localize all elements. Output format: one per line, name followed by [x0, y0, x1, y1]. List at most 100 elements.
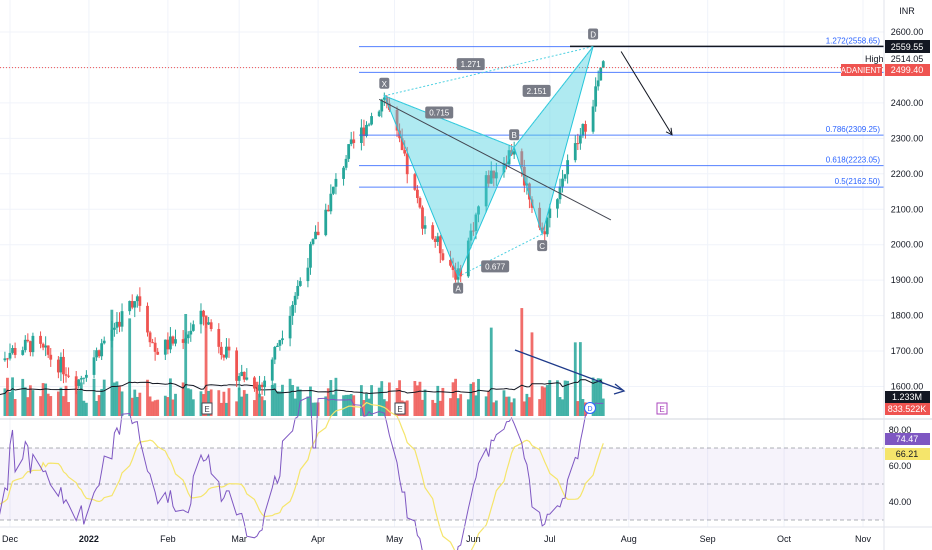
rsi-ma-last-value: 66.21: [896, 449, 919, 459]
candle-body: [334, 178, 338, 187]
candle-body: [130, 301, 134, 308]
high-value: 2514.05: [891, 54, 924, 64]
volume-bar: [189, 389, 193, 416]
volume-bar: [8, 392, 12, 416]
volume-bar: [237, 387, 241, 416]
candle-body: [387, 103, 391, 110]
candle-body: [382, 97, 386, 100]
candle-body: [151, 342, 154, 344]
candle-body: [347, 144, 351, 159]
price-tick-label: 2100.00: [891, 204, 924, 214]
candle-body: [288, 315, 292, 339]
candle-body: [171, 336, 175, 344]
candle-body: [293, 295, 297, 305]
fib-level-label: 0.786(2309.25): [826, 125, 881, 134]
volume-bar: [59, 387, 63, 416]
pattern-ratio-label: 1.271: [461, 60, 482, 69]
rsi-tick-label: 40.00: [889, 497, 912, 507]
candle-body: [512, 151, 516, 155]
volume-bar: [512, 398, 516, 416]
candle-body: [367, 124, 371, 126]
volume-bar: [456, 398, 460, 416]
volume-bar: [601, 398, 605, 416]
pattern-point-label: B: [511, 131, 516, 140]
volume-bar: [365, 393, 368, 416]
candle-body: [219, 346, 223, 356]
time-tick-label: Apr: [311, 534, 325, 544]
candle-body: [298, 281, 302, 286]
volume-bar: [316, 402, 320, 416]
volume-bar: [329, 380, 333, 416]
candle-body: [507, 150, 511, 165]
candle-body: [8, 352, 12, 359]
earnings-marker-label: E: [397, 405, 402, 414]
price-tick-label: 2300.00: [891, 133, 924, 143]
dividend-marker: [584, 402, 596, 414]
high-price-badge: 2559.55: [885, 40, 930, 53]
time-tick-label: Jul: [544, 534, 556, 544]
candle-body: [49, 354, 53, 360]
volume-bar: [431, 399, 435, 416]
volume-badges: 1.233M 833.522K: [885, 391, 930, 415]
price-tick-label: 1800.00: [891, 311, 924, 321]
earnings-marker: [656, 402, 668, 415]
candle-body: [492, 170, 496, 179]
pattern-point-label: D: [590, 31, 596, 40]
volume-bar: [558, 397, 562, 416]
candle-body: [591, 106, 595, 132]
volume-bar: [474, 395, 478, 416]
volume-bar: [538, 399, 542, 416]
harmonic-pattern: X A B C D 0.715 0.677 2.151 1.271: [379, 28, 599, 294]
volume-bar: [130, 397, 134, 416]
volume-bar: [219, 402, 223, 416]
candle-body: [240, 371, 244, 377]
candle-body: [454, 270, 457, 280]
time-axis[interactable]: Dec 2022 Feb Mar Apr May Jun Jul Aug Sep Oct Nov: [2, 534, 872, 544]
volume-last-value: 1.233M: [892, 392, 922, 402]
volume-bar: [573, 342, 577, 416]
last-price-badge: ADANIENT 2499.40: [841, 64, 930, 76]
volume-bar: [334, 377, 338, 416]
currency-label: INR: [899, 6, 915, 16]
candle-body: [174, 339, 177, 344]
candle-body: [528, 183, 531, 200]
price-tick-label: 2400.00: [891, 98, 924, 108]
volume-bar: [405, 400, 409, 416]
candle-body: [245, 377, 249, 380]
candle-body: [79, 378, 83, 380]
volume-bar: [74, 381, 78, 416]
time-tick-label: Jun: [466, 534, 481, 544]
rsi-axis[interactable]: 80.00 60.00 40.00: [889, 425, 912, 507]
candle-body: [566, 160, 570, 175]
volume-bar: [454, 378, 457, 416]
candle-body: [242, 371, 246, 380]
candle-body: [74, 376, 78, 386]
earnings-marker: [394, 402, 406, 415]
volume-bar: [380, 381, 384, 416]
candle-body: [166, 339, 170, 350]
candle-body: [403, 150, 407, 154]
volume-bar: [487, 390, 491, 416]
candle-body: [120, 311, 124, 327]
price-tick-label: 1900.00: [891, 275, 924, 285]
candle-body: [331, 186, 335, 194]
drawing-lines: [378, 51, 673, 395]
candle-body: [26, 339, 30, 342]
volume-bar: [181, 382, 185, 416]
candle-body: [540, 227, 544, 232]
candle-body: [416, 189, 419, 198]
volume-bar: [596, 378, 600, 416]
candle-body: [472, 230, 475, 232]
volume-bar: [344, 394, 348, 416]
candle-body: [275, 345, 279, 348]
volume-bar: [44, 383, 48, 416]
volume-bar: [395, 388, 399, 416]
candle-body: [95, 350, 98, 358]
candle-body: [484, 175, 488, 207]
candle-body: [342, 167, 345, 179]
volume-bar: [23, 387, 27, 416]
time-tick-label: Dec: [2, 534, 19, 544]
volume-bar: [21, 378, 25, 416]
volume-bar: [311, 402, 315, 416]
